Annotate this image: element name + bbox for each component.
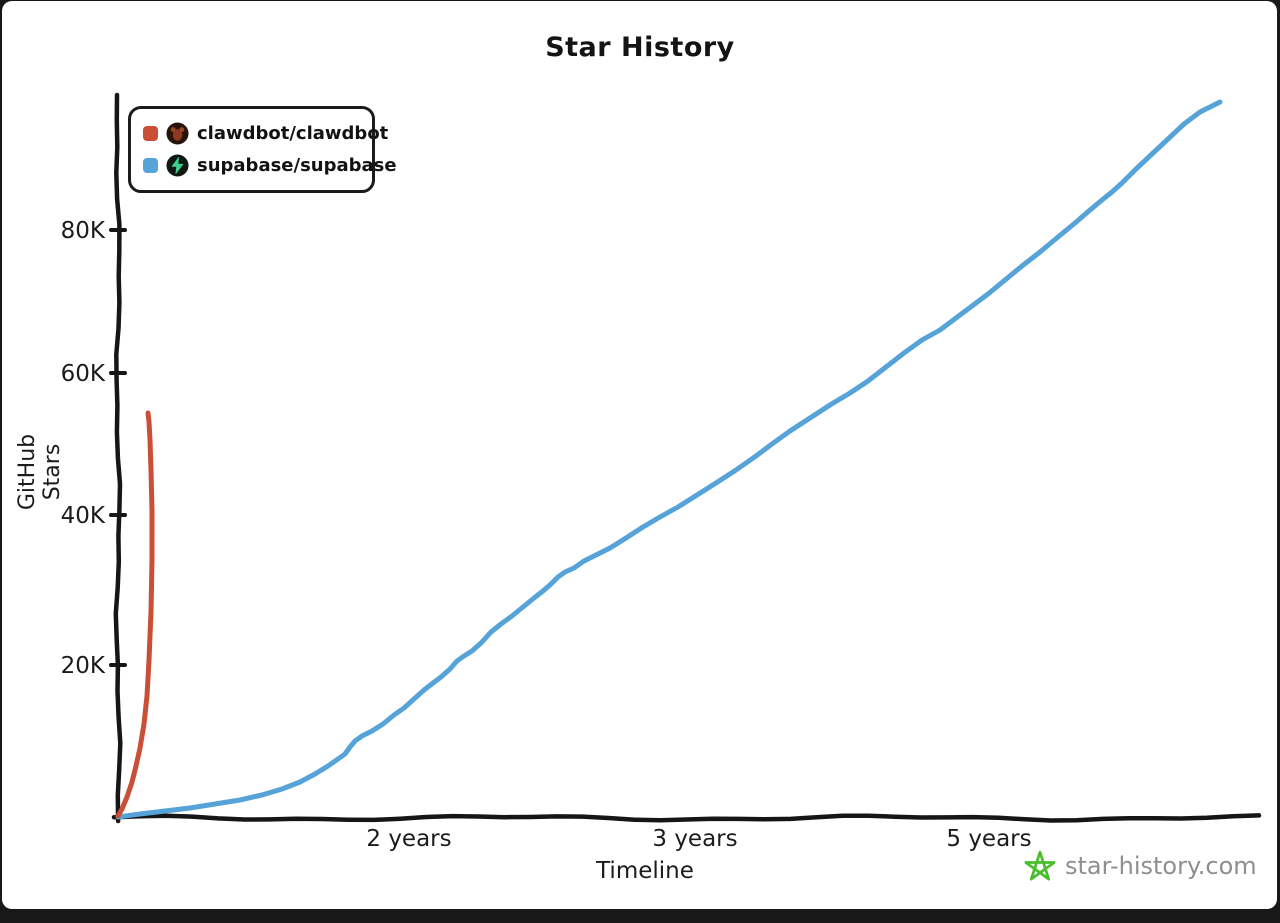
legend-label-supabase: supabase/supabase <box>197 155 397 176</box>
x-tick-label: 2 years <box>366 826 451 852</box>
y-axis-title: GitHub Stars <box>15 433 65 511</box>
watermark: star-history.com <box>1024 850 1257 882</box>
y-tick-label: 20K <box>61 653 106 679</box>
y-tick-label: 40K <box>61 503 106 529</box>
clawdbot-avatar-icon <box>166 122 189 145</box>
x-tick-label: 3 years <box>652 826 737 852</box>
y-tick-label: 80K <box>61 218 106 244</box>
supabase-avatar-icon <box>166 154 189 177</box>
legend-label-clawdbot: clawdbot/clawdbot <box>197 123 389 144</box>
watermark-text: star-history.com <box>1065 852 1257 880</box>
chart-title: Star History <box>545 32 735 63</box>
legend-swatch-supabase <box>143 158 158 173</box>
legend: clawdbot/clawdbot supabase/supabase <box>128 106 397 193</box>
x-tick-label: 5 years <box>946 826 1031 852</box>
series-line-supabase <box>115 99 1223 820</box>
x-axis-title: Timeline <box>596 858 694 884</box>
series-line-clawdbot <box>115 410 155 819</box>
legend-swatch-clawdbot <box>143 126 158 141</box>
star-history-logo-icon <box>1024 850 1056 881</box>
y-tick-label: 60K <box>61 361 106 387</box>
legend-item-clawdbot: clawdbot/clawdbot <box>143 122 388 145</box>
legend-item-supabase: supabase/supabase <box>143 154 397 177</box>
